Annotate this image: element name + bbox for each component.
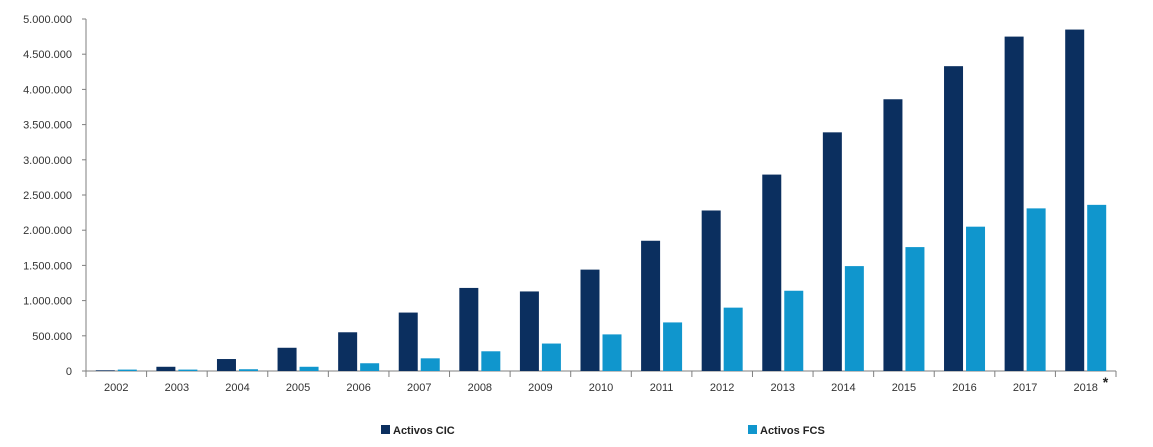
bar-activos-cic-2003 [156,366,176,371]
x-tick-label: 2006 [346,382,370,394]
bars [95,29,1107,372]
x-tick-label: 2018 [1073,382,1097,394]
bar-activos-cic-2015 [883,99,903,372]
x-tick-label: 2017 [1013,382,1037,394]
bar-activos-cic-2004 [216,359,236,371]
x-tick-label: 2002 [104,382,128,394]
category-note-star: * [1103,374,1109,390]
bar-activos-cic-2009 [519,291,539,371]
bar-activos-cic-2002 [95,370,115,371]
bar-activos-cic-2017 [1004,36,1024,371]
bar-activos-cic-2010 [580,269,600,371]
x-tick-label: 2003 [165,382,189,394]
x-tick-label: 2015 [892,382,916,394]
x-tick-label: 2016 [952,382,976,394]
x-tick-label: 2012 [710,382,734,394]
y-tick-label: 1.000.000 [23,296,72,308]
bar-activos-fcs-2005 [299,366,319,371]
x-tick-label: 2005 [286,382,310,394]
legend-swatch [748,425,757,434]
bar-activos-fcs-2002 [117,369,137,371]
bar-activos-fcs-2012 [723,307,743,371]
legend-swatch [381,425,390,434]
bar-activos-fcs-2010 [602,334,622,371]
y-tick-label: 1.500.000 [23,260,72,272]
x-axis: 2002 2003 2004 2005 2006 2007 2008 2009 2010 2011… [85,370,1117,394]
bar-activos-cic-2013 [762,174,782,371]
y-tick-label: 4.500.000 [23,49,72,61]
bar-activos-fcs-2008 [481,351,501,371]
bar-activos-cic-2014 [822,132,842,371]
bar-activos-fcs-2006 [360,363,380,371]
x-tick-label: 2011 [650,382,674,394]
bar-activos-fcs-2014 [844,266,864,371]
x-tick-label: 2013 [771,382,795,394]
bar-activos-cic-2006 [338,332,358,371]
y-tick-label: 5.000.000 [23,14,72,26]
bar-activos-cic-2005 [277,347,297,371]
legend-label: Activos CIC [393,425,455,437]
y-tick-label: 3.500.000 [23,120,72,132]
bar-activos-cic-2016 [944,66,964,371]
bar-activos-fcs-2011 [663,322,683,371]
bar-activos-fcs-2015 [905,247,925,371]
x-tick-label: 2009 [528,382,552,394]
y-tick-label: 0 [66,366,72,378]
x-tick-label: 2010 [589,382,613,394]
bar-activos-fcs-2007 [420,358,440,371]
y-tick-label: 2.000.000 [23,225,72,237]
legend: Activos CIC Activos FCS [381,425,825,437]
y-tick-label: 500.000 [32,331,72,343]
bar-activos-cic-2007 [398,312,418,371]
bar-activos-fcs-2016 [966,226,986,371]
bar-activos-fcs-2013 [784,290,804,371]
bar-activos-cic-2018 [1065,29,1085,372]
bar-activos-fcs-2004 [238,369,258,371]
x-tick-label: 2004 [225,382,249,394]
y-tick-label: 4.000.000 [23,84,72,96]
y-axis: 0 500.000 1.000.000 1.500.000 2.000.000 2.500… [23,14,87,378]
bar-activos-cic-2008 [459,287,479,371]
y-tick-label: 2.500.000 [23,190,72,202]
bar-activos-cic-2011 [641,240,661,371]
bar-activos-fcs-2017 [1026,208,1046,371]
legend-label: Activos FCS [760,425,825,437]
bar-activos-cic-2012 [701,210,721,371]
bar-activos-fcs-2009 [541,343,561,371]
x-tick-label: 2014 [831,382,855,394]
x-tick-label: 2007 [407,382,431,394]
y-tick-label: 3.000.000 [23,155,72,167]
bar-activos-fcs-2018 [1087,204,1107,371]
x-tick-label: 2008 [468,382,492,394]
bar-activos-fcs-2003 [178,369,198,371]
